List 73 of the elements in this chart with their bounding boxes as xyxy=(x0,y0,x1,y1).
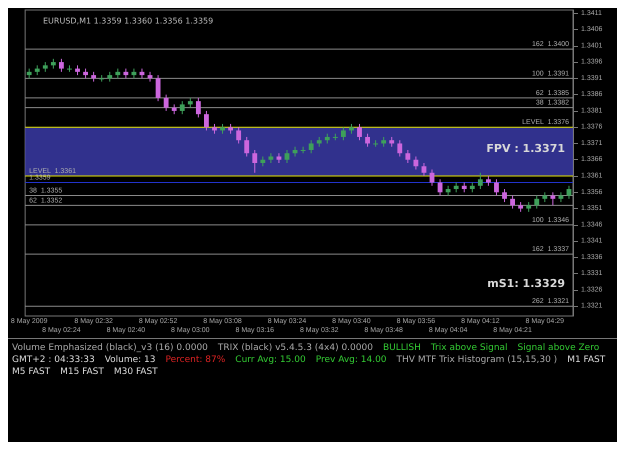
candlestick xyxy=(494,178,499,196)
candlestick xyxy=(276,152,282,164)
text: Signal above Zero xyxy=(518,343,600,353)
candlestick xyxy=(349,123,354,134)
candlestick xyxy=(486,176,491,186)
candlestick xyxy=(446,185,451,196)
text: M15 FAST xyxy=(60,367,104,377)
candlestick xyxy=(244,136,250,157)
text: Prev Avg: 14.00 xyxy=(316,355,387,365)
candlestick xyxy=(405,149,410,164)
candlestick xyxy=(260,156,266,167)
candlestick xyxy=(308,140,314,154)
candlestick xyxy=(204,110,209,131)
candlestick xyxy=(550,192,556,206)
text: EURUSD,M1 1.3359 1.3360 1.3356 1.3359 xyxy=(43,16,214,26)
candlestick xyxy=(58,58,64,72)
text: BULLISH xyxy=(382,343,421,353)
candlestick xyxy=(91,71,96,82)
candlestick xyxy=(284,149,290,164)
candlestick xyxy=(131,68,136,79)
candlestick xyxy=(558,192,564,203)
candlestick xyxy=(220,123,225,134)
candlestick xyxy=(430,169,434,186)
annotation: mS1: 1.3329 xyxy=(487,277,566,290)
text: M1 FAST xyxy=(567,355,606,365)
candlestick xyxy=(123,68,128,79)
annotation: FPV : 1.3371 xyxy=(486,142,566,155)
candlestick xyxy=(140,68,144,79)
candlestick xyxy=(292,146,298,157)
candlestick xyxy=(268,152,274,164)
candlestick xyxy=(438,178,442,196)
candlestick xyxy=(397,140,402,157)
candlestick xyxy=(252,149,258,174)
text: Trix above Signal xyxy=(430,343,508,353)
candlestick xyxy=(510,195,515,210)
candlestick xyxy=(148,71,152,82)
candlestick xyxy=(172,104,177,115)
candlestick xyxy=(188,97,193,108)
candlestick xyxy=(413,156,418,170)
candlestick xyxy=(566,185,572,200)
candlestick xyxy=(212,123,217,134)
text: Percent: 87% xyxy=(166,355,226,365)
candlestick xyxy=(340,126,346,141)
text: TRIX (black) v5.4.5.3 (4x4) 0.0000 xyxy=(218,343,373,353)
candlestick xyxy=(534,195,540,210)
candlestick xyxy=(422,162,426,177)
text: GMT+2 : 04:33:33 xyxy=(12,355,95,365)
candlestick xyxy=(381,136,386,148)
candlestick xyxy=(316,136,322,148)
candlestick xyxy=(236,126,242,144)
candlestick xyxy=(75,64,80,76)
candlestick xyxy=(50,58,56,70)
text: THV MTF Trix Histogram (15,15,30 ) xyxy=(396,355,558,365)
candlestick xyxy=(164,94,169,112)
candlestick xyxy=(156,74,160,102)
text: Curr Avg: 15.00 xyxy=(235,355,306,365)
text: M30 FAST xyxy=(114,367,158,377)
candlestick xyxy=(180,100,185,115)
candlestick xyxy=(478,172,483,190)
candlestick xyxy=(107,71,112,82)
candlestick xyxy=(34,64,40,76)
candlestick xyxy=(83,68,88,79)
candlestick xyxy=(389,136,394,148)
candlestick xyxy=(542,192,548,203)
candlestick xyxy=(228,123,234,134)
candlestick xyxy=(196,97,201,118)
candlestick xyxy=(518,202,524,212)
text: Volume Emphasized (black)_v3 (16) 0.0000 xyxy=(12,343,208,353)
text: M5 FAST xyxy=(12,367,50,377)
candlestick xyxy=(365,133,370,148)
candlestick xyxy=(502,188,507,203)
text: Volume: 13 xyxy=(104,355,156,365)
candlestick xyxy=(357,123,362,141)
